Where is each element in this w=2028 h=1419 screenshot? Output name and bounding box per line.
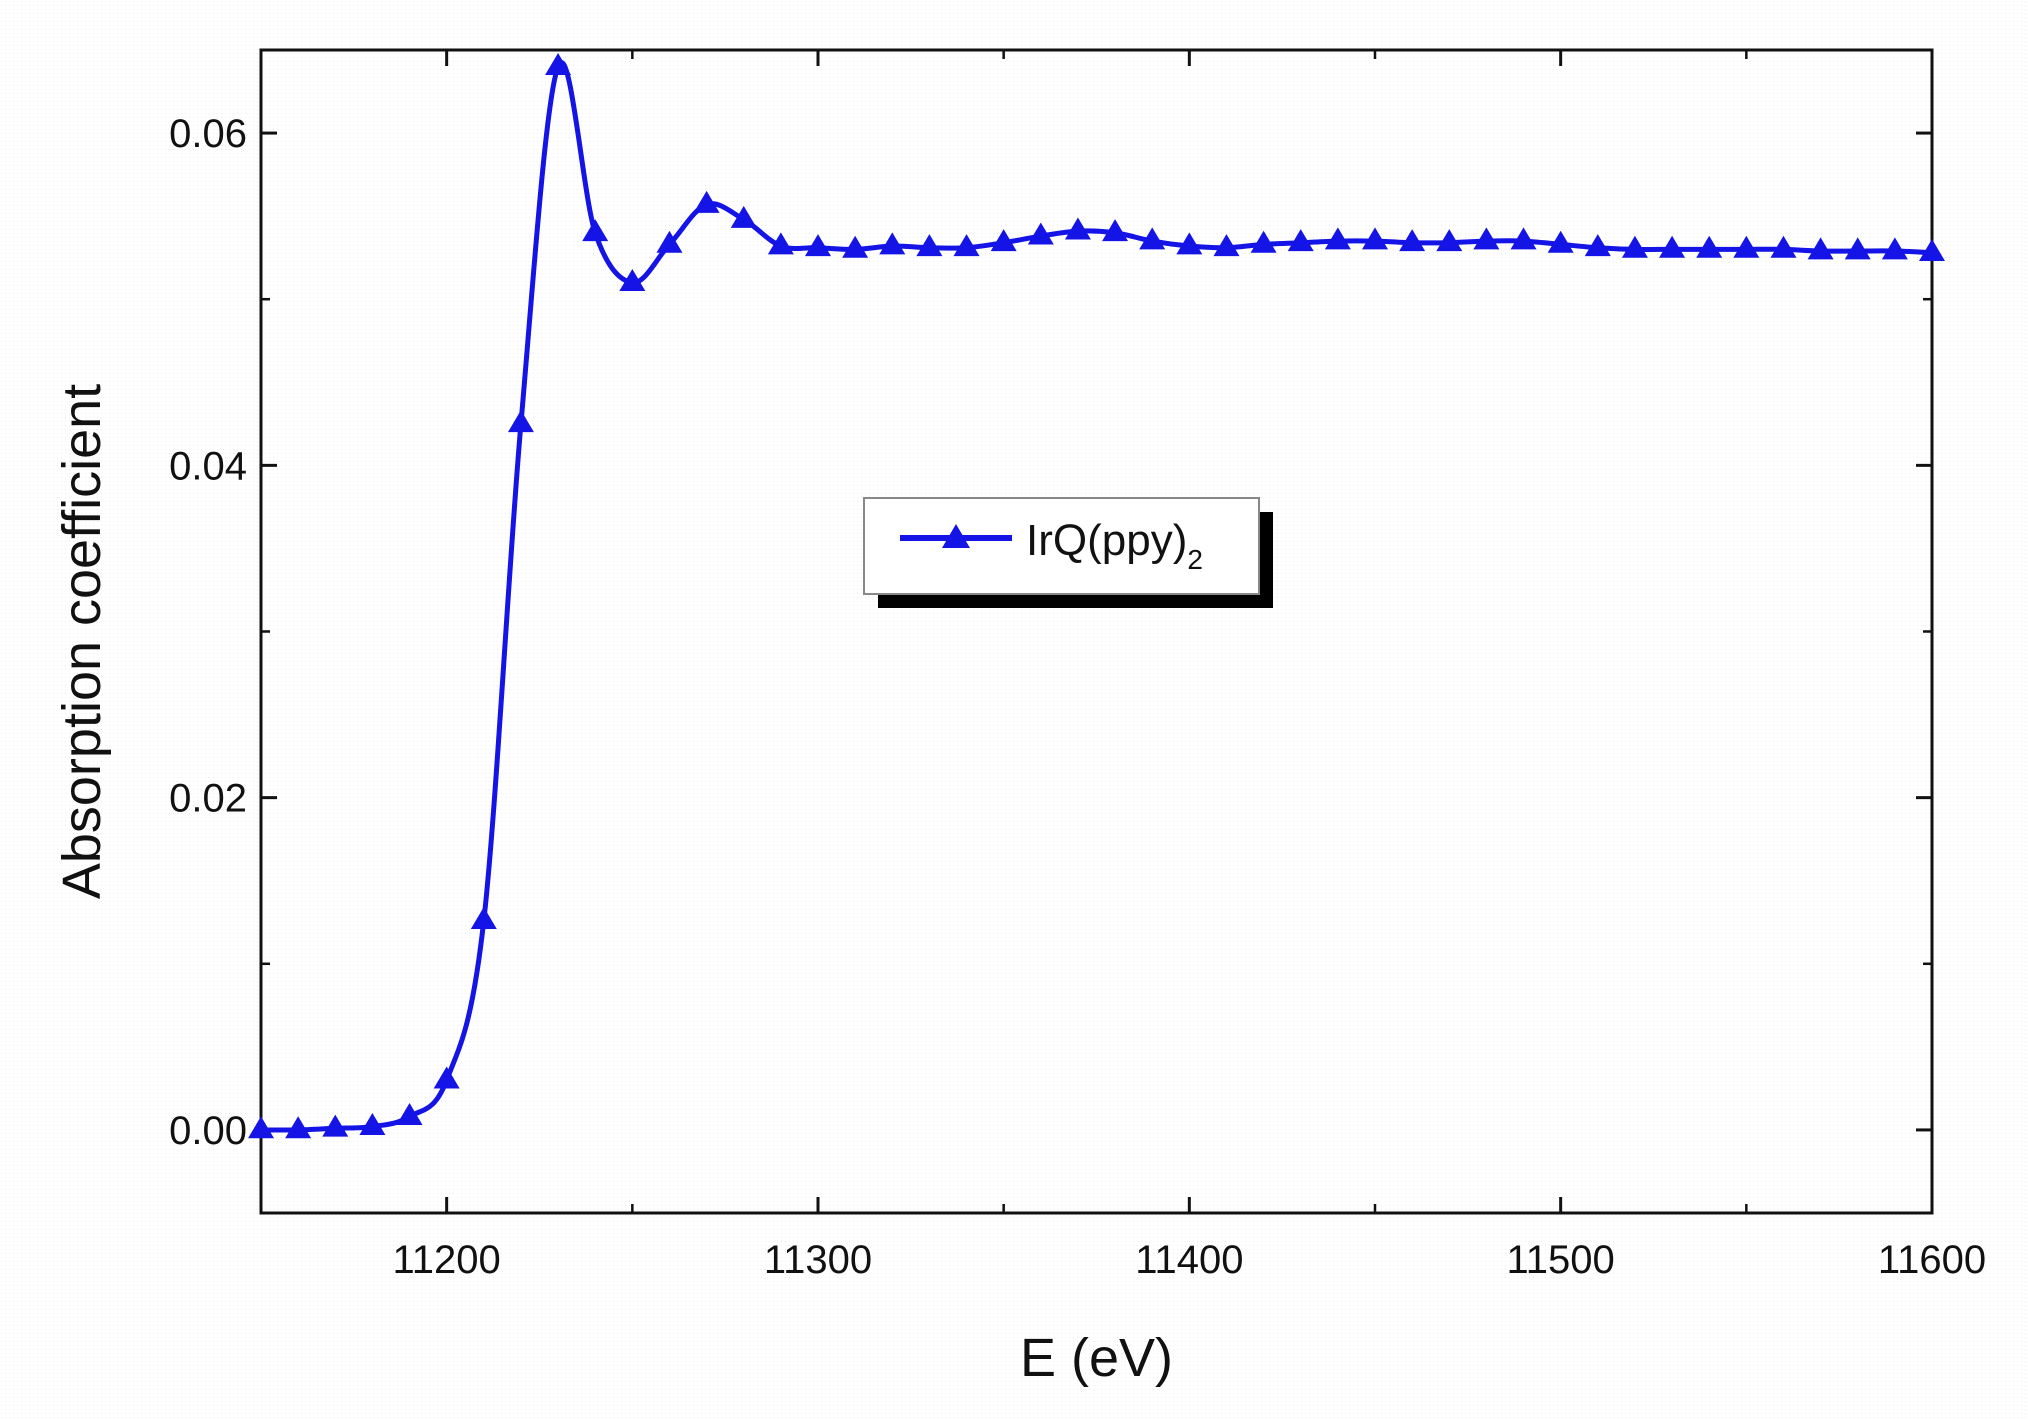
data-point-marker [1844,237,1871,260]
y-tick-label: 0.02 [169,777,247,821]
legend-triangle-marker [942,524,970,548]
y-tick-label: 0.04 [169,444,247,488]
data-point-marker [1139,227,1166,250]
data-point-marker [322,1114,349,1137]
series-layer [248,52,1945,1139]
data-point-marker [1064,217,1091,240]
data-point-marker [1027,222,1054,245]
data-point-marker [730,205,757,228]
legend-box [863,497,1260,595]
data-point-marker [990,229,1017,252]
y-tick-label: 0.00 [169,1109,247,1153]
y-axis-title: Absorption coefficient [52,384,112,899]
data-point-marker [1510,227,1537,250]
data-point-marker [1696,235,1723,258]
x-tick-label: 11200 [393,1238,501,1282]
data-point-marker [1584,234,1611,257]
data-point-marker [1473,227,1500,250]
data-point-marker [248,1116,274,1139]
data-point-marker [1919,239,1945,262]
data-point-marker [1436,229,1463,252]
tick-labels: 11200 11300 11400 11500 11600 0.00 0.02 0.04 0.0… [169,112,1986,1282]
legend: IrQ(ppy)2 [863,497,1273,608]
data-point-marker [1250,230,1277,253]
x-tick-label: 11300 [764,1238,872,1282]
x-axis-title: E (eV) [1020,1328,1173,1388]
data-point-marker [1362,227,1388,250]
data-point-marker [1770,235,1797,258]
data-point-marker [693,190,720,213]
data-point-marker [619,268,646,291]
data-point-marker [1287,229,1314,252]
data-point-marker [359,1112,386,1135]
data-point-marker [1399,229,1426,252]
data-point-marker [1881,237,1908,260]
data-point-marker [396,1102,423,1125]
data-point-marker [1547,230,1574,253]
data-point-marker [1733,235,1760,258]
data-point-marker [1807,237,1834,260]
data-point-marker [545,52,572,75]
data-point-marker [470,906,497,929]
data-point-marker [582,219,609,242]
data-point-marker [767,232,794,255]
data-point-marker [1102,219,1129,242]
data-point-marker [805,234,831,257]
data-point-marker [1324,227,1351,250]
data-point-marker [285,1116,312,1139]
x-tick-label: 11600 [1878,1238,1986,1282]
data-point-marker [1213,234,1240,257]
data-point-marker [842,235,869,258]
data-point-marker [1621,235,1648,258]
data-point-marker [1659,235,1686,258]
data-point-marker [953,234,980,257]
x-tick-label: 11400 [1135,1238,1243,1282]
data-point-marker [1176,232,1203,255]
x-tick-label: 11500 [1507,1238,1615,1282]
legend-label-main: IrQ(ppy) [1026,516,1187,565]
legend-label: IrQ(ppy)2 [1026,516,1203,575]
data-point-marker [656,230,683,253]
legend-label-subscript: 2 [1187,544,1203,575]
data-point-marker [507,410,534,433]
data-point-marker [916,234,943,257]
y-tick-label: 0.06 [169,112,247,156]
data-point-marker [879,232,906,255]
data-point-marker [433,1066,460,1089]
